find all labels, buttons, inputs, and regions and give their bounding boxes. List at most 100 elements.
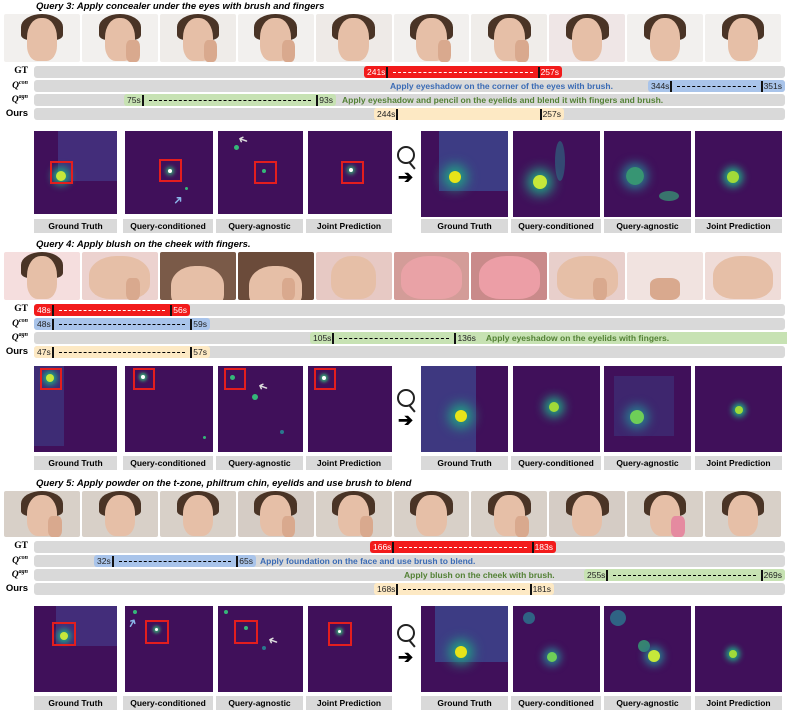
video-frame: [81, 14, 158, 62]
track-qagn: Apply blush on the cheek with brush. 255…: [34, 569, 785, 581]
zoom-caption-ground-truth: Ground Truth: [421, 456, 508, 470]
video-frames: [4, 491, 782, 537]
track-qcon: 32s 65s Apply foundation on the face and …: [34, 555, 785, 567]
zoom-heatmap-joint-prediction: [695, 606, 782, 692]
row-label-gt: GT: [14, 66, 28, 76]
video-frame: [705, 14, 782, 62]
video-frame: [549, 252, 626, 300]
caption-query-agnostic: Query-agnostic: [216, 456, 303, 470]
caption-ground-truth: Ground Truth: [34, 696, 117, 710]
zoom-caption-query-conditioned: Query-conditioned: [511, 219, 601, 233]
caption-query-conditioned: Query-conditioned: [123, 696, 213, 710]
zoom-caption-query-agnostic: Query-agnostic: [604, 696, 691, 710]
segment-gt: 48s 56s: [34, 304, 190, 316]
segment-gt: 166s 183s: [370, 541, 556, 553]
row-label-gt: GT: [14, 541, 28, 551]
right-arrow-icon: ➔: [398, 167, 414, 187]
heatmap-joint-prediction: [308, 606, 392, 692]
video-frame: [4, 252, 80, 300]
qagn-note: Apply eyeshadow and pencil on the eyelid…: [342, 95, 664, 105]
zoom-heatmap-query-conditioned: [513, 606, 600, 692]
video-frame: [705, 491, 782, 537]
caption-joint-prediction: Joint Prediction: [306, 696, 392, 710]
zoom-heatmap-query-agnostic: [604, 131, 691, 217]
query-5-block: Query 5: Apply powder on the t-zone, phi…: [0, 477, 787, 715]
zoom-caption-query-agnostic: Query-agnostic: [604, 219, 691, 233]
video-frame: [159, 252, 236, 300]
caption-joint-prediction: Joint Prediction: [306, 456, 392, 470]
track-qagn: 75s 93s Apply eyeshadow and pencil on the…: [34, 94, 785, 106]
video-frame: [393, 14, 470, 62]
gt-start: 241s: [367, 67, 386, 77]
track-ours: 168s 181s: [34, 583, 785, 595]
segment-qcon: 48s 59s: [34, 318, 210, 330]
query-title: Query 4: Apply blush on the cheek with f…: [36, 239, 251, 250]
zoom-heatmap-query-agnostic: [604, 366, 691, 452]
qcon-note: Apply foundation on the face and use bru…: [260, 556, 476, 566]
row-label-qagn: Qagn: [11, 569, 28, 581]
track-gt: 48s 56s: [34, 304, 785, 316]
zoom-caption-query-conditioned: Query-conditioned: [511, 456, 601, 470]
query-title: Query 3: Apply concealer under the eyes …: [36, 1, 325, 12]
heatmap-query-conditioned: ➜: [125, 606, 213, 692]
heatmap-ground-truth: [34, 606, 117, 692]
video-frame: [237, 252, 314, 300]
video-frame: [627, 491, 704, 537]
zoom-heatmap-ground-truth: [421, 606, 508, 692]
qcon-note: Apply eyeshadow on the corner of the eye…: [390, 81, 613, 91]
row-label-ours: Ours: [5, 583, 28, 594]
heatmap-ground-truth: [34, 131, 117, 214]
zoom-caption-ground-truth: Ground Truth: [421, 219, 508, 233]
zoom-heatmap-query-conditioned: [513, 366, 600, 452]
zoom-heatmap-query-agnostic: [604, 606, 691, 692]
row-label-ours: Ours: [5, 108, 28, 119]
video-frame: [315, 14, 392, 62]
row-label-qcon: Qcon: [12, 318, 28, 330]
caption-query-conditioned: Query-conditioned: [123, 219, 213, 233]
caption-ground-truth: Ground Truth: [34, 456, 117, 470]
video-frame: [315, 491, 392, 537]
qagn-note: Apply blush on the cheek with brush.: [404, 570, 555, 580]
segment-ours: 168s 181s: [374, 583, 554, 595]
track-qcon: Apply eyeshadow on the corner of the eye…: [34, 80, 785, 92]
video-frame: [315, 252, 392, 300]
arrow-icon: ➜: [265, 632, 281, 650]
segment-qcon: 344s 351s: [648, 80, 785, 92]
zoom-caption-joint-prediction: Joint Prediction: [695, 696, 782, 710]
row-label-qcon: Qcon: [12, 555, 28, 567]
right-arrow-icon: ➔: [398, 410, 414, 430]
track-ours: 47s 57s: [34, 346, 785, 358]
track-gt: 241s 257s: [34, 66, 785, 78]
track-qcon: 48s 59s: [34, 318, 785, 330]
magnifier-icon: [397, 146, 415, 164]
heatmap-query-agnostic: ➜: [218, 606, 303, 692]
video-frame: [4, 14, 80, 62]
magnifier-icon: [397, 624, 415, 642]
gt-end: 257s: [540, 67, 559, 77]
video-frame: [4, 491, 80, 537]
zoom-heatmap-joint-prediction: [695, 131, 782, 217]
query-4-block: Query 4: Apply blush on the cheek with f…: [0, 238, 787, 476]
video-frame: [549, 491, 626, 537]
qagn-note: Apply eyeshadow on the eyelids with fing…: [485, 333, 670, 343]
video-frames: [4, 14, 782, 62]
query-title: Query 5: Apply powder on the t-zone, phi…: [36, 478, 412, 489]
zoom-caption-query-conditioned: Query-conditioned: [511, 696, 601, 710]
arrow-icon: ➜: [169, 191, 187, 209]
right-arrow-icon: ➔: [398, 647, 414, 667]
query-3-block: Query 3: Apply concealer under the eyes …: [0, 0, 787, 238]
zoom-heatmap-ground-truth: [421, 366, 508, 452]
arrow-icon: ➜: [125, 615, 141, 631]
arrow-icon: ➜: [255, 378, 271, 396]
video-frame: [81, 491, 158, 537]
video-frame: [627, 252, 704, 300]
video-frame: [627, 14, 704, 62]
track-qagn: 105s 136s Apply eyeshadow on the eyelids w…: [34, 332, 787, 344]
row-label-qcon: Qcon: [12, 80, 28, 92]
heatmap-query-agnostic: ➜: [218, 131, 303, 214]
segment-qcon: 32s 65s: [94, 555, 256, 567]
heatmap-query-conditioned: [125, 366, 213, 452]
zoom-heatmap-ground-truth: [421, 131, 508, 217]
video-frame: [237, 491, 314, 537]
zoom-caption-ground-truth: Ground Truth: [421, 696, 508, 710]
